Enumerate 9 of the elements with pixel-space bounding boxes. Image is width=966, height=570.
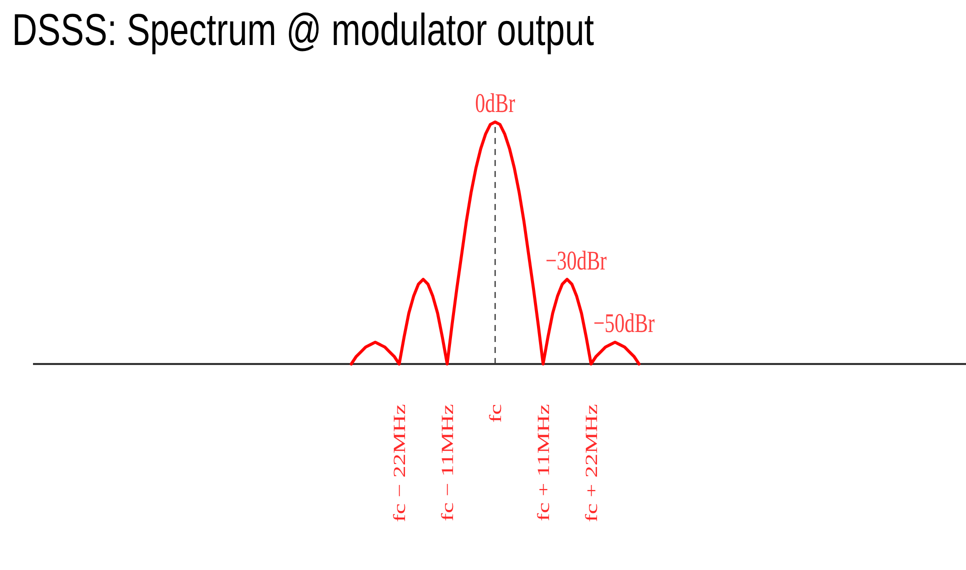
chart-title: DSSS: Spectrum @ modulator output: [12, 4, 594, 56]
x-tick-label: fc: [486, 404, 506, 423]
annotation: 0dBr: [475, 89, 516, 119]
x-tick-label: fc + 11MHz: [534, 404, 554, 522]
x-tick-label: fc − 11MHz: [438, 404, 458, 522]
annotation: −30dBr: [545, 246, 607, 276]
annotation: −50dBr: [593, 309, 655, 340]
x-tick-label: fc − 22MHz: [390, 404, 410, 522]
x-tick-label: fc + 22MHz: [582, 404, 602, 522]
